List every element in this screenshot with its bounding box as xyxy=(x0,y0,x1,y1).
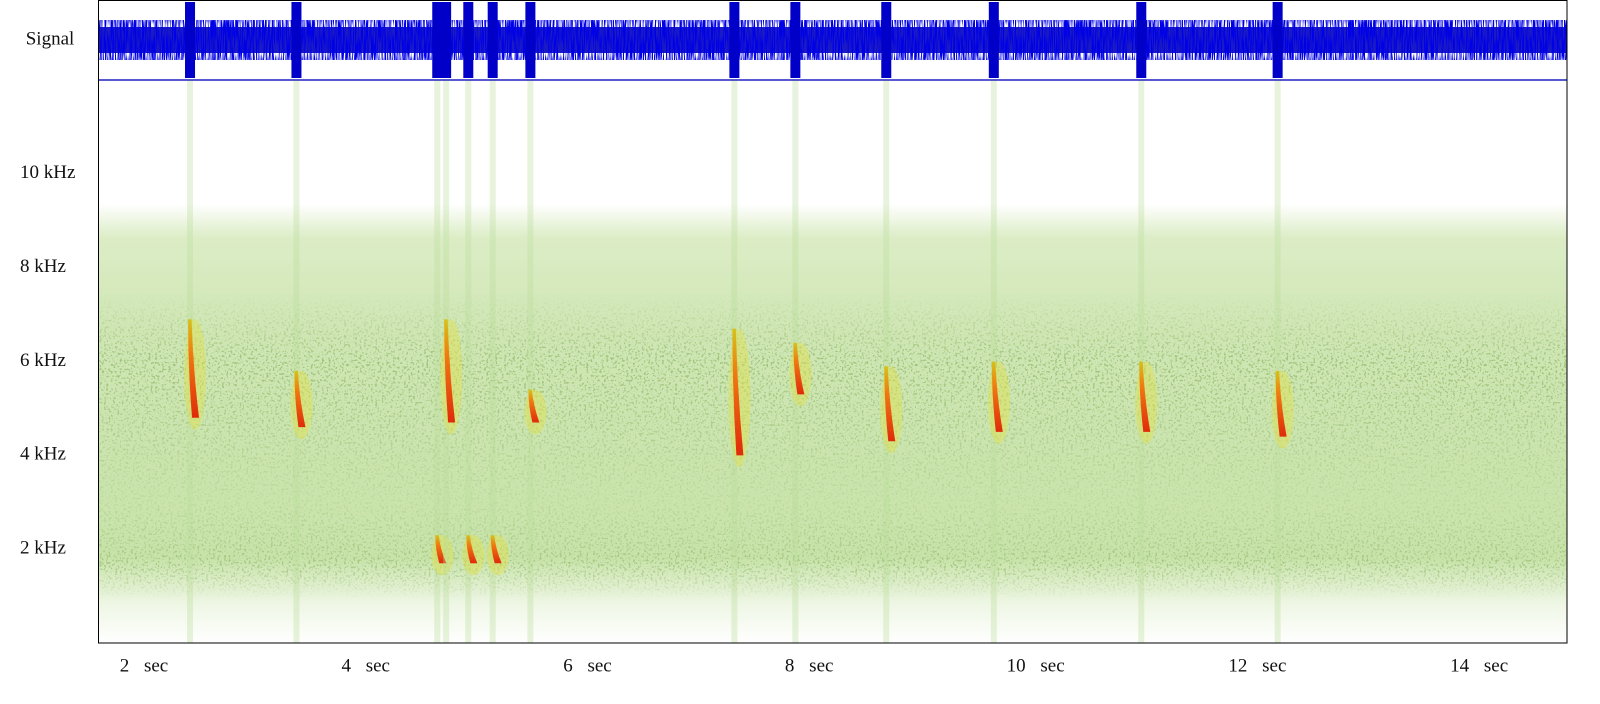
y-tick-label: 10 kHz xyxy=(20,162,75,183)
x-tick-label: 14 sec xyxy=(1450,655,1508,676)
y-tick-label: 6 kHz xyxy=(20,350,66,371)
call-halo xyxy=(1271,370,1294,449)
x-tick-label: 6 sec xyxy=(563,655,612,676)
signal-burst xyxy=(291,2,302,78)
plot-layer xyxy=(184,80,1294,643)
y-tick-label: 4 kHz xyxy=(20,444,66,465)
y-tick-label: 2 kHz xyxy=(20,538,66,559)
x-tick-label: 4 sec xyxy=(341,655,390,676)
call xyxy=(294,370,306,428)
signal-burst xyxy=(432,2,443,78)
signal-burst xyxy=(881,2,892,78)
call xyxy=(991,361,1003,432)
signal-burst xyxy=(185,2,196,78)
x-tick-label: 8 sec xyxy=(785,655,834,676)
vertical-trace xyxy=(489,80,496,643)
signal-burst xyxy=(441,2,452,78)
signal-burst xyxy=(463,2,474,78)
vertical-trace xyxy=(527,80,534,643)
noise-speckle xyxy=(98,80,1567,643)
call xyxy=(884,366,896,442)
vertical-trace xyxy=(434,80,441,643)
call xyxy=(490,535,502,564)
vertical-trace xyxy=(293,80,300,643)
signal-burst xyxy=(487,2,498,78)
call xyxy=(528,389,540,423)
plot-border xyxy=(98,0,1568,644)
call xyxy=(435,535,447,564)
signal-label: Signal xyxy=(26,28,75,49)
signal-burst xyxy=(1272,2,1283,78)
signal-burst xyxy=(1136,2,1147,78)
call xyxy=(188,319,200,418)
call xyxy=(732,328,744,456)
call xyxy=(1139,361,1151,432)
call xyxy=(444,319,456,423)
vertical-trace xyxy=(1274,80,1281,643)
vertical-trace xyxy=(883,80,890,643)
call xyxy=(793,342,805,395)
signal-burst xyxy=(729,2,740,78)
signal-burst xyxy=(988,2,999,78)
x-tick-label: 2 sec xyxy=(120,655,169,676)
signal-burst xyxy=(790,2,801,78)
call-halo xyxy=(290,370,313,440)
signal-noise xyxy=(98,20,1567,60)
signal-burst xyxy=(525,2,536,78)
vertical-trace xyxy=(465,80,472,643)
call xyxy=(466,535,478,564)
call xyxy=(1275,370,1287,437)
signal-layer xyxy=(185,2,1283,78)
x-tick-label: 10 sec xyxy=(1007,655,1065,676)
y-tick-label: 8 kHz xyxy=(20,256,66,277)
x-tick-label: 12 sec xyxy=(1228,655,1286,676)
